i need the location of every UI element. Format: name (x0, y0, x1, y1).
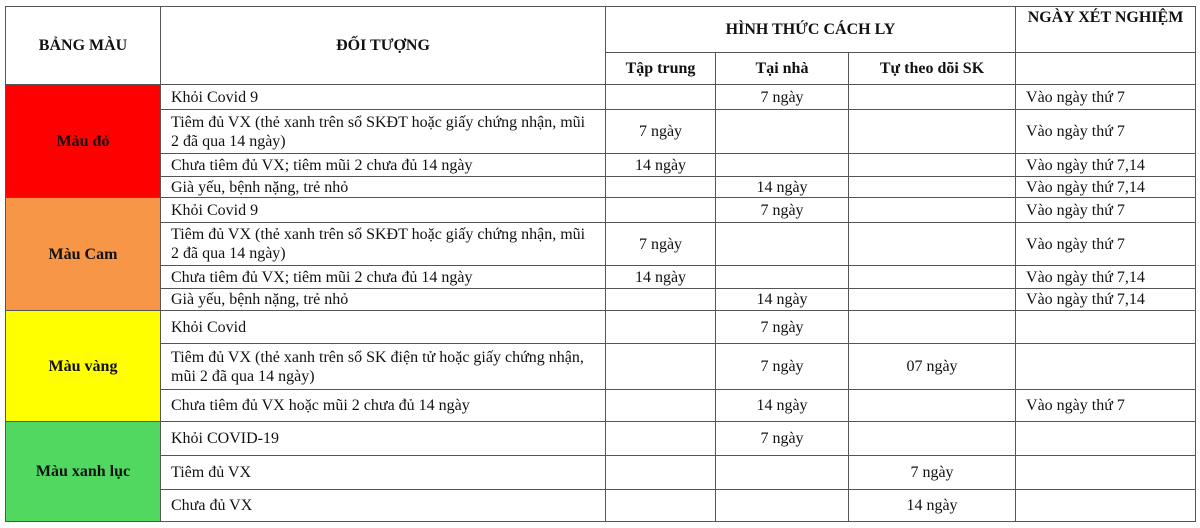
central-quarantine-cell (605, 197, 716, 223)
subject-cell: Tiêm đủ VX (thẻ xanh trên sổ SKĐT hoặc g… (160, 222, 606, 266)
test-day-cell (1015, 455, 1197, 490)
table-row: Tiêm đủ VX (thẻ xanh trên sổ SKĐT hoặc g… (6, 109, 1197, 154)
self-monitor-cell: 07 ngày (847, 343, 1017, 390)
test-day-cell: Vào ngày thứ 7 (1015, 109, 1197, 154)
home-quarantine-cell (715, 109, 849, 154)
self-monitor-cell: 14 ngày (847, 489, 1017, 522)
test-day-cell (1015, 343, 1197, 390)
central-quarantine-cell (605, 310, 716, 344)
central-quarantine-cell (605, 84, 716, 110)
table-row: Màu xanh lục Khỏi COVID-19 7 ngày (5, 421, 1197, 522)
home-quarantine-cell (715, 222, 849, 266)
test-day-cell: Vào ngày thứ 7 (1015, 389, 1197, 422)
test-day-cell: Vào ngày thứ 7,14 (1015, 265, 1197, 289)
table-row: Chưa đủ VX 14 ngày (6, 489, 1197, 522)
central-quarantine-cell (605, 421, 716, 456)
test-day-cell (1015, 421, 1197, 456)
central-quarantine-cell (605, 455, 716, 490)
subject-cell: Khỏi Covid 9 (160, 197, 606, 223)
table-row: Tiêm đủ VX (thẻ xanh trên sổ SK điện tử … (6, 343, 1197, 390)
subject-cell: Tiêm đủ VX (thẻ xanh trên sổ SKĐT hoặc g… (160, 109, 606, 154)
header-self-monitor: Tự theo dõi SK (847, 52, 1017, 85)
header-home: Tại nhà (715, 52, 849, 85)
subject-cell: Khỏi Covid (160, 310, 606, 344)
test-day-cell: Vào ngày thứ 7 (1015, 197, 1197, 223)
table-row: Chưa tiêm đủ VX hoặc mũi 2 chưa đủ 14 ng… (6, 389, 1197, 422)
color-level-cell: Màu vàng (5, 310, 161, 422)
home-quarantine-cell: 14 ngày (715, 176, 849, 198)
test-day-cell: Vào ngày thứ 7 (1015, 84, 1197, 110)
subject-cell: Già yếu, bệnh nặng, trẻ nhỏ (160, 176, 606, 198)
header-color-scale: BẢNG MÀU (5, 6, 161, 85)
home-quarantine-cell (715, 489, 849, 522)
subject-cell: Tiêm đủ VX (thẻ xanh trên sổ SK điện tử … (160, 343, 606, 390)
subject-cell: Chưa tiêm đủ VX; tiêm mũi 2 chưa đủ 14 n… (160, 153, 606, 177)
self-monitor-cell (847, 197, 1017, 223)
subject-cell: Tiêm đủ VX (160, 455, 606, 490)
test-day-cell (1015, 489, 1197, 522)
home-quarantine-cell: 14 ngày (715, 288, 849, 311)
home-quarantine-cell: 7 ngày (715, 421, 849, 456)
table-row: Già yếu, bệnh nặng, trẻ nhỏ 14 ngày Vào ng… (6, 176, 1197, 198)
central-quarantine-cell: 7 ngày (605, 222, 716, 266)
test-day-cell: Vào ngày thứ 7 (1015, 222, 1197, 266)
self-monitor-cell (847, 265, 1017, 289)
central-quarantine-cell: 7 ngày (605, 109, 716, 154)
central-quarantine-cell (605, 389, 716, 422)
home-quarantine-cell (715, 265, 849, 289)
color-level-cell: Màu xanh lục (5, 421, 161, 522)
subject-cell: Khỏi COVID-19 (160, 421, 606, 456)
central-quarantine-cell: 14 ngày (605, 265, 716, 289)
self-monitor-cell (847, 288, 1017, 311)
self-monitor-cell: 7 ngày (847, 455, 1017, 490)
subject-cell: Chưa tiêm đủ VX hoặc mũi 2 chưa đủ 14 ng… (160, 389, 606, 422)
header-test-day: NGÀY XÉT NGHIỆM (1015, 6, 1197, 53)
self-monitor-cell (847, 310, 1017, 344)
self-monitor-cell (847, 421, 1017, 456)
central-quarantine-cell (605, 343, 716, 390)
self-monitor-cell (847, 84, 1017, 110)
subject-cell: Già yếu, bệnh nặng, trẻ nhỏ (160, 288, 606, 311)
table-row: Tiêm đủ VX (thẻ xanh trên sổ SKĐT hoặc g… (6, 222, 1197, 266)
self-monitor-cell (847, 153, 1017, 177)
header-central: Tập trung (605, 52, 716, 85)
home-quarantine-cell: 7 ngày (715, 343, 849, 390)
central-quarantine-cell (605, 489, 716, 522)
central-quarantine-cell (605, 176, 716, 198)
central-quarantine-cell: 14 ngày (605, 153, 716, 177)
self-monitor-cell (847, 222, 1017, 266)
quarantine-color-table: BẢNG MÀU ĐỐI TƯỢNG HÌNH THỨC CÁCH LY NGÀ… (5, 6, 1197, 522)
subject-cell: Khỏi Covid 9 (160, 84, 606, 110)
subject-cell: Chưa tiêm đủ VX; tiêm mũi 2 chưa đủ 14 n… (160, 265, 606, 289)
test-day-cell: Vào ngày thứ 7,14 (1015, 176, 1197, 198)
header-subject: ĐỐI TƯỢNG (160, 6, 606, 85)
table-row: Già yếu, bệnh nặng, trẻ nhỏ 14 ngày Vào ng… (6, 288, 1197, 311)
home-quarantine-cell: 7 ngày (715, 84, 849, 110)
self-monitor-cell (847, 109, 1017, 154)
subject-cell: Chưa đủ VX (160, 489, 606, 522)
test-day-cell: Vào ngày thứ 7,14 (1015, 153, 1197, 177)
self-monitor-cell (847, 176, 1017, 198)
color-level-cell: Màu đỏ (5, 84, 161, 198)
central-quarantine-cell (605, 288, 716, 311)
home-quarantine-cell: 14 ngày (715, 389, 849, 422)
test-day-cell: Vào ngày thứ 7,14 (1015, 288, 1197, 311)
test-day-cell (1015, 310, 1197, 344)
table-row: Tiêm đủ VX 7 ngày (6, 455, 1197, 490)
header-quarantine-form: HÌNH THỨC CÁCH LY (604, 6, 1017, 53)
color-level-cell: Màu Cam (5, 197, 161, 311)
table-row: Chưa tiêm đủ VX; tiêm mũi 2 chưa đủ 14 n… (6, 265, 1197, 289)
home-quarantine-cell: 7 ngày (715, 197, 849, 223)
table-row: Chưa tiêm đủ VX; tiêm mũi 2 chưa đủ 14 n… (6, 153, 1197, 177)
home-quarantine-cell (715, 455, 849, 490)
self-monitor-cell (847, 389, 1017, 422)
header-test-day-blank (1015, 52, 1197, 85)
table-row: Màu vàng Khỏi Covid 7 ngày (5, 310, 1197, 422)
home-quarantine-cell: 7 ngày (715, 310, 849, 344)
home-quarantine-cell (715, 153, 849, 177)
